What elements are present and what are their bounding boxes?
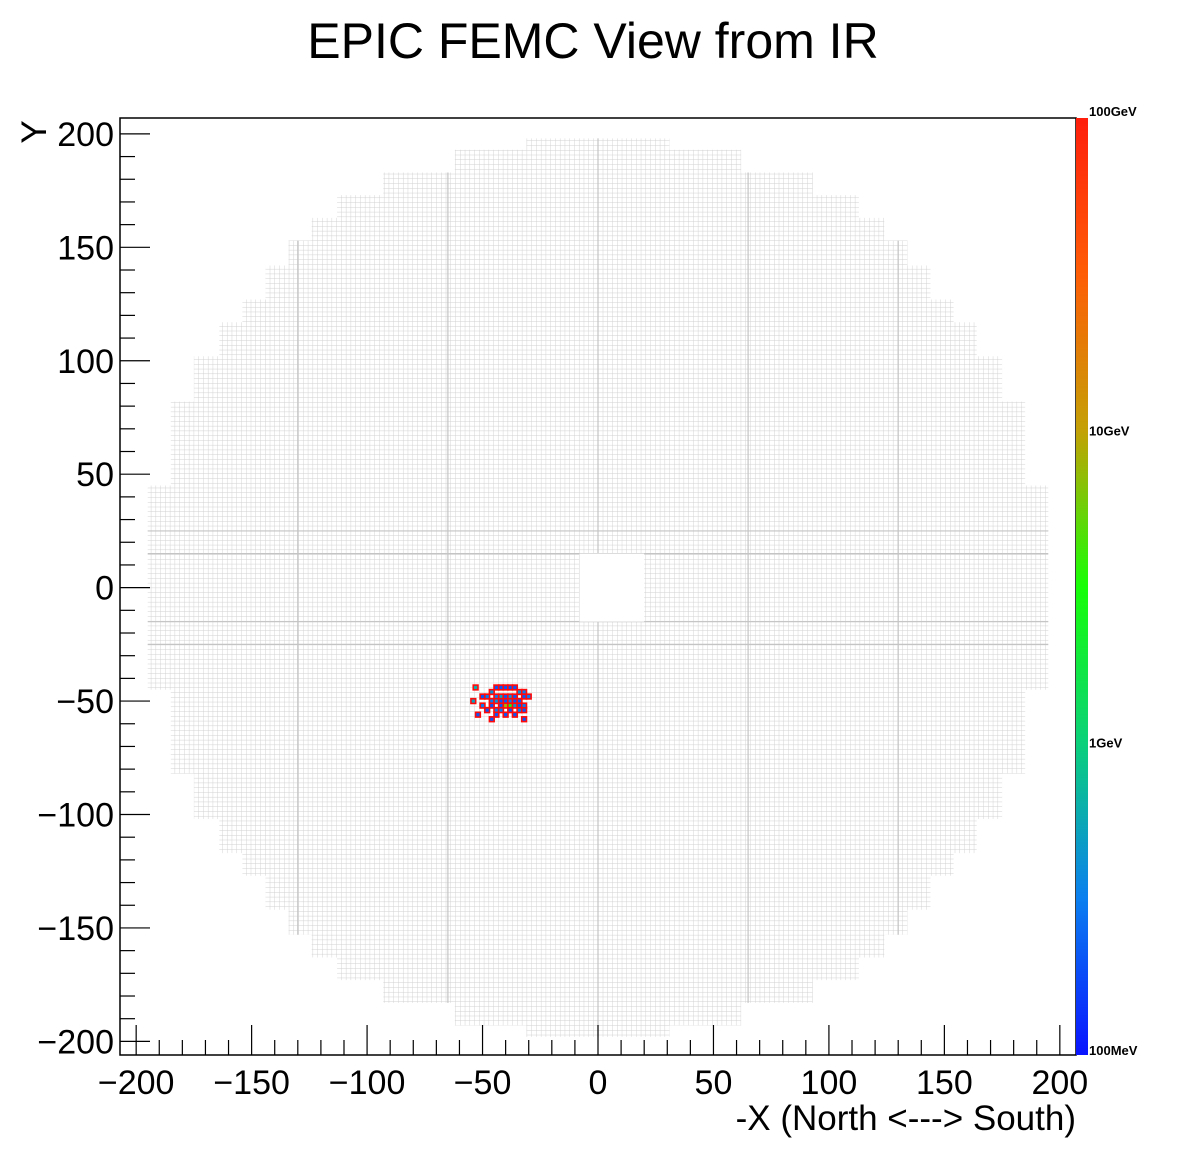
hit-cell xyxy=(502,711,509,718)
colorbar xyxy=(1076,118,1088,1055)
colorbar-label: 10GeV xyxy=(1089,423,1130,438)
hit-cell xyxy=(483,693,491,700)
colorbar-labels: 100GeV 10GeV 1GeV 100MeV xyxy=(1089,104,1138,1058)
hit-cell xyxy=(472,684,479,691)
y-tick-label: −150 xyxy=(37,910,114,948)
hit-cell xyxy=(520,716,528,723)
hit-cell xyxy=(511,711,519,718)
x-axis-title: -X (North <---> South) xyxy=(736,1099,1076,1138)
hit-cell xyxy=(520,706,528,714)
energy-hits xyxy=(470,684,532,723)
beam-hole xyxy=(579,553,645,622)
x-tick-label: −150 xyxy=(213,1064,290,1102)
hit-cell xyxy=(479,702,486,709)
x-tick-label: −200 xyxy=(98,1064,175,1102)
x-axis-ticks: −200 −150 −100 −50 0 50 100 150 200 xyxy=(98,1025,1088,1102)
y-tick-label: 0 xyxy=(95,570,114,608)
hit-cell xyxy=(493,711,500,718)
hit-cell xyxy=(474,711,482,718)
y-tick-label: 100 xyxy=(57,343,114,381)
y-tick-label: −50 xyxy=(56,683,114,721)
hit-cell xyxy=(488,688,495,696)
detector-cells xyxy=(147,138,1049,1037)
x-tick-label: 100 xyxy=(801,1064,858,1102)
hit-cell xyxy=(525,693,532,700)
y-tick-label: −100 xyxy=(37,797,114,835)
colorbar-label: 100MeV xyxy=(1089,1043,1138,1058)
y-tick-label: 150 xyxy=(57,229,114,267)
hit-cell xyxy=(488,716,495,723)
y-tick-label: −200 xyxy=(37,1023,114,1061)
hit-cell xyxy=(511,684,519,691)
colorbar-label: 100GeV xyxy=(1089,104,1137,119)
y-tick-label: 200 xyxy=(57,116,114,154)
hit-cell xyxy=(483,706,491,714)
y-axis-title: Y xyxy=(15,120,54,143)
x-tick-label: −50 xyxy=(454,1064,512,1102)
x-tick-label: 0 xyxy=(589,1064,608,1102)
y-tick-label: 50 xyxy=(76,456,114,494)
x-tick-label: −100 xyxy=(329,1064,406,1102)
hit-cell xyxy=(470,697,477,705)
chart-title: EPIC FEMC View from IR xyxy=(307,13,878,69)
x-tick-label: 150 xyxy=(916,1064,973,1102)
x-tick-label: 50 xyxy=(695,1064,733,1102)
x-tick-label: 200 xyxy=(1031,1064,1088,1102)
hit-cell xyxy=(488,702,495,709)
colorbar-label: 1GeV xyxy=(1089,736,1123,751)
y-axis-ticks: 200 150 100 50 0 −50 −100 −150 −200 xyxy=(37,116,150,1061)
hit-cell xyxy=(507,706,514,714)
hit-cell xyxy=(497,706,505,714)
